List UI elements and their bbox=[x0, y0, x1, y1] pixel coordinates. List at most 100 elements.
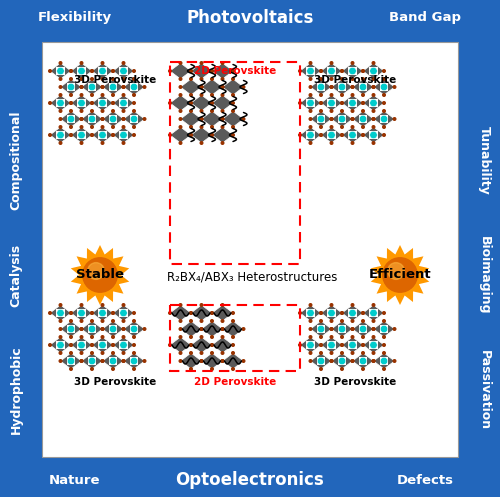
Circle shape bbox=[320, 70, 322, 72]
Circle shape bbox=[351, 360, 354, 362]
Circle shape bbox=[190, 344, 192, 346]
Bar bbox=[98, 131, 107, 139]
Polygon shape bbox=[342, 95, 363, 111]
Polygon shape bbox=[102, 79, 124, 95]
Polygon shape bbox=[445, 0, 500, 55]
Circle shape bbox=[382, 368, 386, 370]
Polygon shape bbox=[374, 79, 394, 95]
Circle shape bbox=[362, 344, 364, 346]
Circle shape bbox=[143, 328, 146, 331]
Circle shape bbox=[330, 62, 333, 64]
Ellipse shape bbox=[349, 67, 356, 75]
Circle shape bbox=[168, 102, 172, 104]
Circle shape bbox=[210, 134, 214, 136]
Circle shape bbox=[122, 360, 125, 362]
Text: Optoelectronics: Optoelectronics bbox=[176, 471, 324, 489]
Circle shape bbox=[190, 352, 192, 354]
Circle shape bbox=[122, 142, 125, 144]
Bar bbox=[130, 115, 138, 123]
Bar bbox=[108, 83, 118, 91]
Circle shape bbox=[232, 70, 234, 72]
Circle shape bbox=[221, 142, 224, 144]
Circle shape bbox=[382, 335, 386, 338]
Circle shape bbox=[190, 368, 192, 370]
Circle shape bbox=[190, 70, 192, 72]
Ellipse shape bbox=[120, 99, 127, 107]
Ellipse shape bbox=[318, 115, 324, 123]
Circle shape bbox=[340, 344, 344, 346]
Circle shape bbox=[309, 62, 312, 64]
Circle shape bbox=[190, 126, 192, 128]
Circle shape bbox=[70, 344, 72, 346]
Circle shape bbox=[393, 118, 396, 120]
Polygon shape bbox=[71, 245, 129, 305]
Text: Photovoltaics: Photovoltaics bbox=[186, 9, 314, 27]
Ellipse shape bbox=[88, 325, 96, 332]
Polygon shape bbox=[92, 305, 113, 321]
Circle shape bbox=[372, 142, 375, 144]
Bar bbox=[108, 357, 118, 365]
Circle shape bbox=[330, 320, 333, 322]
Bar bbox=[348, 98, 357, 107]
Circle shape bbox=[200, 335, 203, 338]
Circle shape bbox=[101, 304, 104, 306]
Polygon shape bbox=[0, 0, 55, 55]
Bar bbox=[348, 309, 357, 318]
Circle shape bbox=[143, 360, 146, 362]
Polygon shape bbox=[50, 305, 71, 321]
Circle shape bbox=[340, 70, 344, 72]
Circle shape bbox=[362, 312, 364, 314]
Bar bbox=[130, 83, 138, 91]
Circle shape bbox=[351, 94, 354, 96]
Bar bbox=[88, 325, 96, 333]
Circle shape bbox=[200, 94, 203, 96]
Polygon shape bbox=[82, 111, 102, 127]
Bar bbox=[170, 62, 300, 264]
Circle shape bbox=[90, 70, 94, 72]
Circle shape bbox=[70, 110, 72, 112]
Polygon shape bbox=[310, 353, 332, 369]
Polygon shape bbox=[71, 337, 92, 353]
Ellipse shape bbox=[360, 325, 366, 332]
Bar bbox=[56, 98, 65, 107]
Ellipse shape bbox=[349, 131, 356, 139]
Circle shape bbox=[320, 94, 322, 96]
Bar bbox=[327, 98, 336, 107]
Bar bbox=[130, 325, 138, 333]
Bar bbox=[77, 309, 86, 318]
Circle shape bbox=[372, 118, 375, 120]
Ellipse shape bbox=[328, 309, 335, 317]
Polygon shape bbox=[71, 127, 92, 143]
Circle shape bbox=[190, 320, 192, 322]
Polygon shape bbox=[352, 111, 374, 127]
Circle shape bbox=[132, 94, 136, 96]
Bar bbox=[98, 309, 107, 318]
Bar bbox=[119, 131, 128, 139]
Polygon shape bbox=[342, 305, 363, 321]
Circle shape bbox=[112, 70, 114, 72]
Polygon shape bbox=[310, 111, 332, 127]
Circle shape bbox=[330, 110, 333, 112]
Bar bbox=[66, 325, 76, 333]
Circle shape bbox=[70, 126, 72, 128]
Polygon shape bbox=[0, 442, 55, 497]
Text: Flexibility: Flexibility bbox=[38, 11, 112, 24]
Circle shape bbox=[210, 312, 214, 314]
Bar bbox=[338, 115, 346, 123]
Polygon shape bbox=[300, 63, 321, 79]
Bar bbox=[119, 98, 128, 107]
Circle shape bbox=[59, 142, 62, 144]
Polygon shape bbox=[321, 127, 342, 143]
Circle shape bbox=[330, 328, 333, 331]
Circle shape bbox=[382, 320, 386, 322]
Polygon shape bbox=[50, 337, 71, 353]
Circle shape bbox=[122, 360, 125, 362]
Circle shape bbox=[221, 85, 224, 88]
Circle shape bbox=[372, 62, 375, 64]
Circle shape bbox=[168, 134, 172, 136]
Circle shape bbox=[388, 262, 404, 279]
Polygon shape bbox=[113, 305, 134, 321]
Polygon shape bbox=[92, 95, 113, 111]
Circle shape bbox=[232, 335, 234, 338]
Circle shape bbox=[200, 320, 203, 322]
